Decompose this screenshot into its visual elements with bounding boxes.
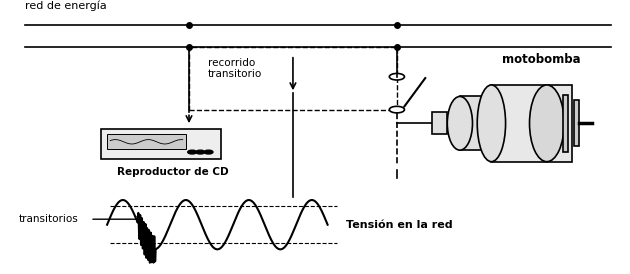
Text: motobomba: motobomba [503,53,581,66]
Bar [189,47,397,110]
Text: Reproductor de CD: Reproductor de CD [117,167,229,177]
Bar [563,95,568,152]
Circle shape [389,73,404,80]
Ellipse shape [477,85,505,162]
Circle shape [188,150,197,154]
Text: red de energía: red de energía [25,1,107,11]
Bar [491,85,572,162]
Bar [107,134,186,149]
Text: Tensión en la red: Tensión en la red [346,220,453,230]
Circle shape [196,150,205,154]
Bar [101,129,220,159]
Circle shape [204,150,213,154]
Text: recorrido
transitorio: recorrido transitorio [208,58,262,79]
Circle shape [389,106,404,113]
Bar [574,100,579,146]
Ellipse shape [447,96,472,150]
Ellipse shape [529,85,564,162]
Text: transitorios: transitorios [19,214,79,224]
Bar [432,112,447,134]
Bar [460,96,500,150]
